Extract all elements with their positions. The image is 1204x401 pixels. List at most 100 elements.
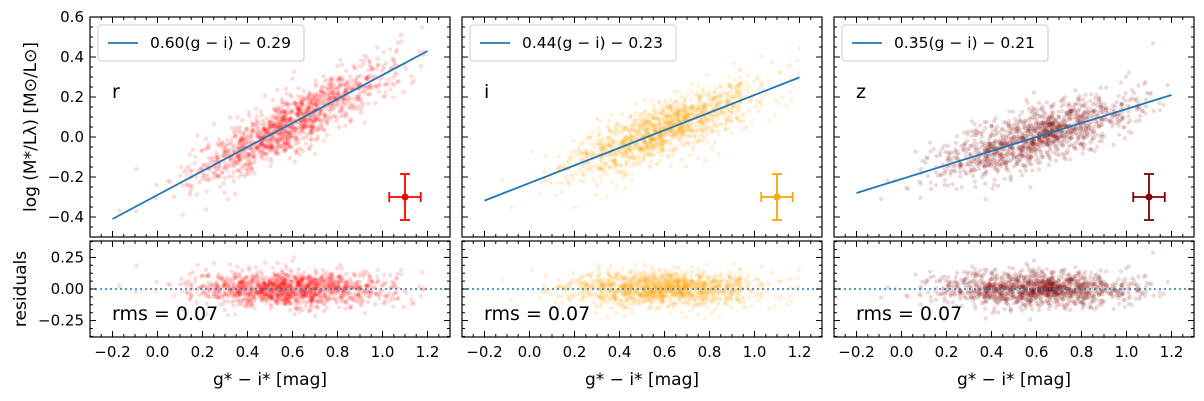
residual-point <box>312 286 317 292</box>
scatter-point <box>651 116 656 121</box>
residual-point <box>309 291 314 296</box>
scatter-point <box>594 183 600 189</box>
scatter-point <box>246 163 251 168</box>
residual-point <box>747 280 752 285</box>
residual-point <box>249 303 254 309</box>
scatter-point <box>337 57 343 62</box>
residual-point <box>274 281 279 286</box>
scatter-point <box>612 139 617 145</box>
scatter-point <box>726 115 732 120</box>
residual-point <box>391 292 396 297</box>
scatter-point <box>267 144 272 149</box>
scatter-point <box>757 100 762 105</box>
residual-point <box>660 274 665 279</box>
scatter-point <box>296 86 301 91</box>
scatter-point <box>346 84 351 90</box>
scatter-point <box>285 102 290 107</box>
residual-point <box>315 281 320 286</box>
scatter-point <box>738 80 743 85</box>
residual-point <box>561 283 567 289</box>
scatter-point <box>637 129 643 134</box>
scatter-point <box>294 150 299 155</box>
scatter-point <box>664 138 669 143</box>
scatter-point <box>670 127 676 133</box>
scatter-point <box>257 128 262 133</box>
scatter-point <box>645 153 650 158</box>
residual-point <box>296 299 301 304</box>
residual-point <box>222 307 227 313</box>
scatter-point <box>327 106 332 112</box>
scatter-point <box>606 125 611 130</box>
scatter-point <box>331 87 336 93</box>
scatter-point <box>239 132 245 138</box>
scatter-point <box>642 121 647 127</box>
scatter-point <box>638 118 643 124</box>
scatter-point <box>747 98 752 103</box>
scatter-point <box>657 135 662 140</box>
scatter-point <box>323 96 328 102</box>
scatter-point <box>320 90 325 96</box>
residual-point <box>269 294 275 300</box>
scatter-point <box>179 164 184 170</box>
scatter-point <box>322 128 327 133</box>
scatter-point <box>672 130 678 135</box>
residual-point <box>262 281 267 286</box>
residual-point <box>282 278 287 283</box>
scatter-point <box>668 105 673 110</box>
scatter-point <box>589 149 594 155</box>
scatter-point <box>255 145 260 150</box>
scatter-point <box>611 137 616 142</box>
residual-point <box>337 286 342 292</box>
residual-point <box>296 280 302 285</box>
residual-point <box>317 293 322 299</box>
scatter-point <box>339 108 345 114</box>
scatter-point <box>650 136 655 141</box>
residual-point <box>270 281 276 286</box>
residual-point <box>571 271 576 276</box>
residual-point <box>308 307 314 312</box>
residual-point <box>284 301 289 306</box>
scatter-point <box>695 138 700 144</box>
scatter-point <box>288 134 293 140</box>
scatter-point <box>367 92 372 97</box>
residual-point <box>273 282 278 288</box>
scatter-point <box>199 148 204 153</box>
scatter-point <box>701 104 706 109</box>
residual-point <box>270 282 275 287</box>
scatter-point <box>686 122 691 128</box>
scatter-point <box>237 157 242 162</box>
scatter-point <box>595 166 601 171</box>
residual-point <box>312 286 318 292</box>
residual-point <box>259 290 264 295</box>
scatter-point <box>245 140 251 145</box>
residual-point <box>237 292 242 297</box>
scatter-point <box>286 130 291 136</box>
residual-point <box>313 313 318 319</box>
residual-point <box>293 291 299 297</box>
residual-point <box>537 295 542 301</box>
scatter-point <box>225 197 230 202</box>
scatter-point <box>344 80 349 85</box>
scatter-point <box>303 135 308 140</box>
residual-point <box>319 295 324 301</box>
scatter-point <box>290 126 296 132</box>
residual-point <box>308 298 313 303</box>
scatter-point <box>216 173 221 179</box>
residual-point <box>343 283 348 289</box>
scatter-point <box>211 175 216 181</box>
residual-point <box>295 305 301 310</box>
scatter-point <box>278 119 283 124</box>
scatter-point <box>297 152 303 158</box>
residual-point <box>228 282 233 287</box>
scatter-point <box>344 95 350 100</box>
scatter-point <box>248 161 253 166</box>
residual-point <box>203 267 209 272</box>
residual-point <box>233 293 239 298</box>
residual-point <box>307 276 312 282</box>
scatter-point <box>293 126 299 132</box>
residual-point <box>285 298 290 304</box>
scatter-point <box>636 155 641 160</box>
scatter-point <box>236 174 242 179</box>
residual-point <box>283 278 288 284</box>
scatter-point <box>779 95 785 100</box>
